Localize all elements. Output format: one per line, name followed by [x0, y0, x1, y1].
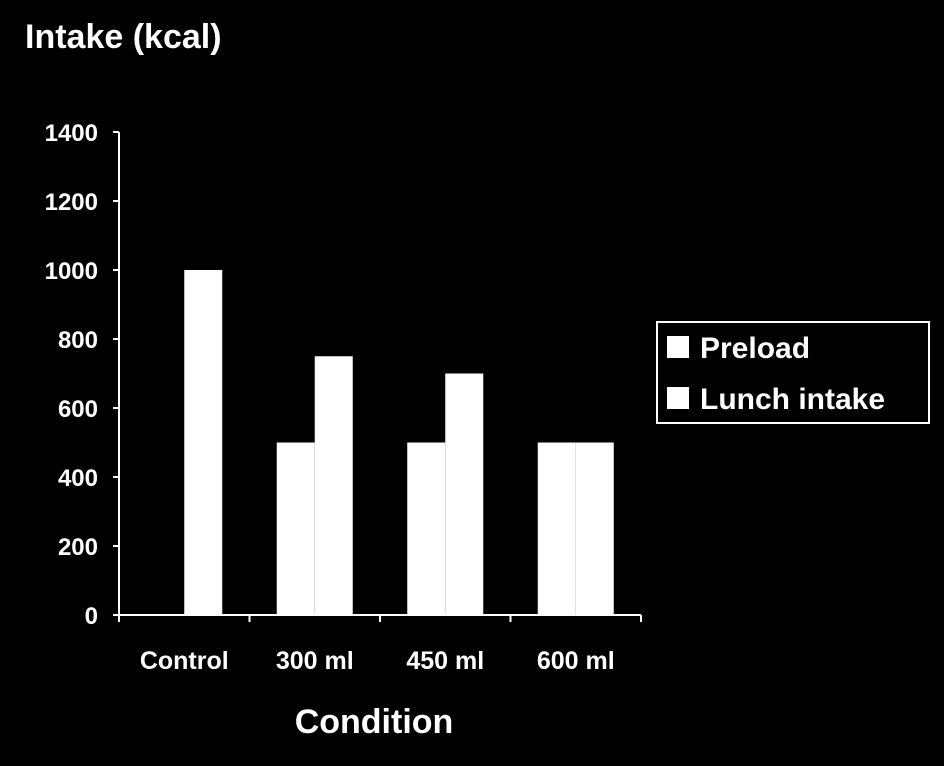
x-category-label: 600 ml: [537, 647, 615, 675]
x-category-label: 300 ml: [276, 647, 354, 675]
x-category-label: 450 ml: [406, 647, 484, 675]
y-axis-title: Intake (kcal): [25, 18, 222, 56]
legend-box: [656, 321, 930, 424]
bar-lunch-intake-300-ml: [314, 356, 353, 615]
bar-lunch-intake-600-ml: [575, 442, 614, 615]
y-tick-label: 1400: [45, 120, 98, 147]
bar-preload-300-ml: [276, 442, 315, 615]
y-tick-label: 0: [85, 603, 98, 630]
y-tick-label: 800: [58, 327, 98, 354]
plot-area: 0 200 400 600 800 1000 1200 1400 Control 300 ml 45…: [45, 120, 642, 675]
bar-lunch-intake-control: [184, 270, 223, 615]
legend-label-preload: Preload: [700, 332, 810, 365]
y-tick-label: 600: [58, 396, 98, 423]
legend-label-lunch-intake: Lunch intake: [700, 383, 885, 416]
bar-preload-600-ml: [537, 442, 576, 615]
y-tick-label: 1200: [45, 189, 98, 216]
bar-preload-450-ml: [407, 442, 446, 615]
legend-swatch-preload: [667, 336, 689, 358]
y-tick-label: 1000: [45, 258, 98, 285]
x-axis-title: Condition: [295, 703, 454, 741]
legend: Preload Lunch intake: [656, 321, 930, 424]
bar-lunch-intake-450-ml: [445, 373, 484, 615]
y-tick-label: 400: [58, 465, 98, 492]
y-tick-label: 200: [58, 534, 98, 561]
x-category-label: Control: [140, 647, 229, 675]
legend-swatch-lunch-intake: [667, 387, 689, 409]
